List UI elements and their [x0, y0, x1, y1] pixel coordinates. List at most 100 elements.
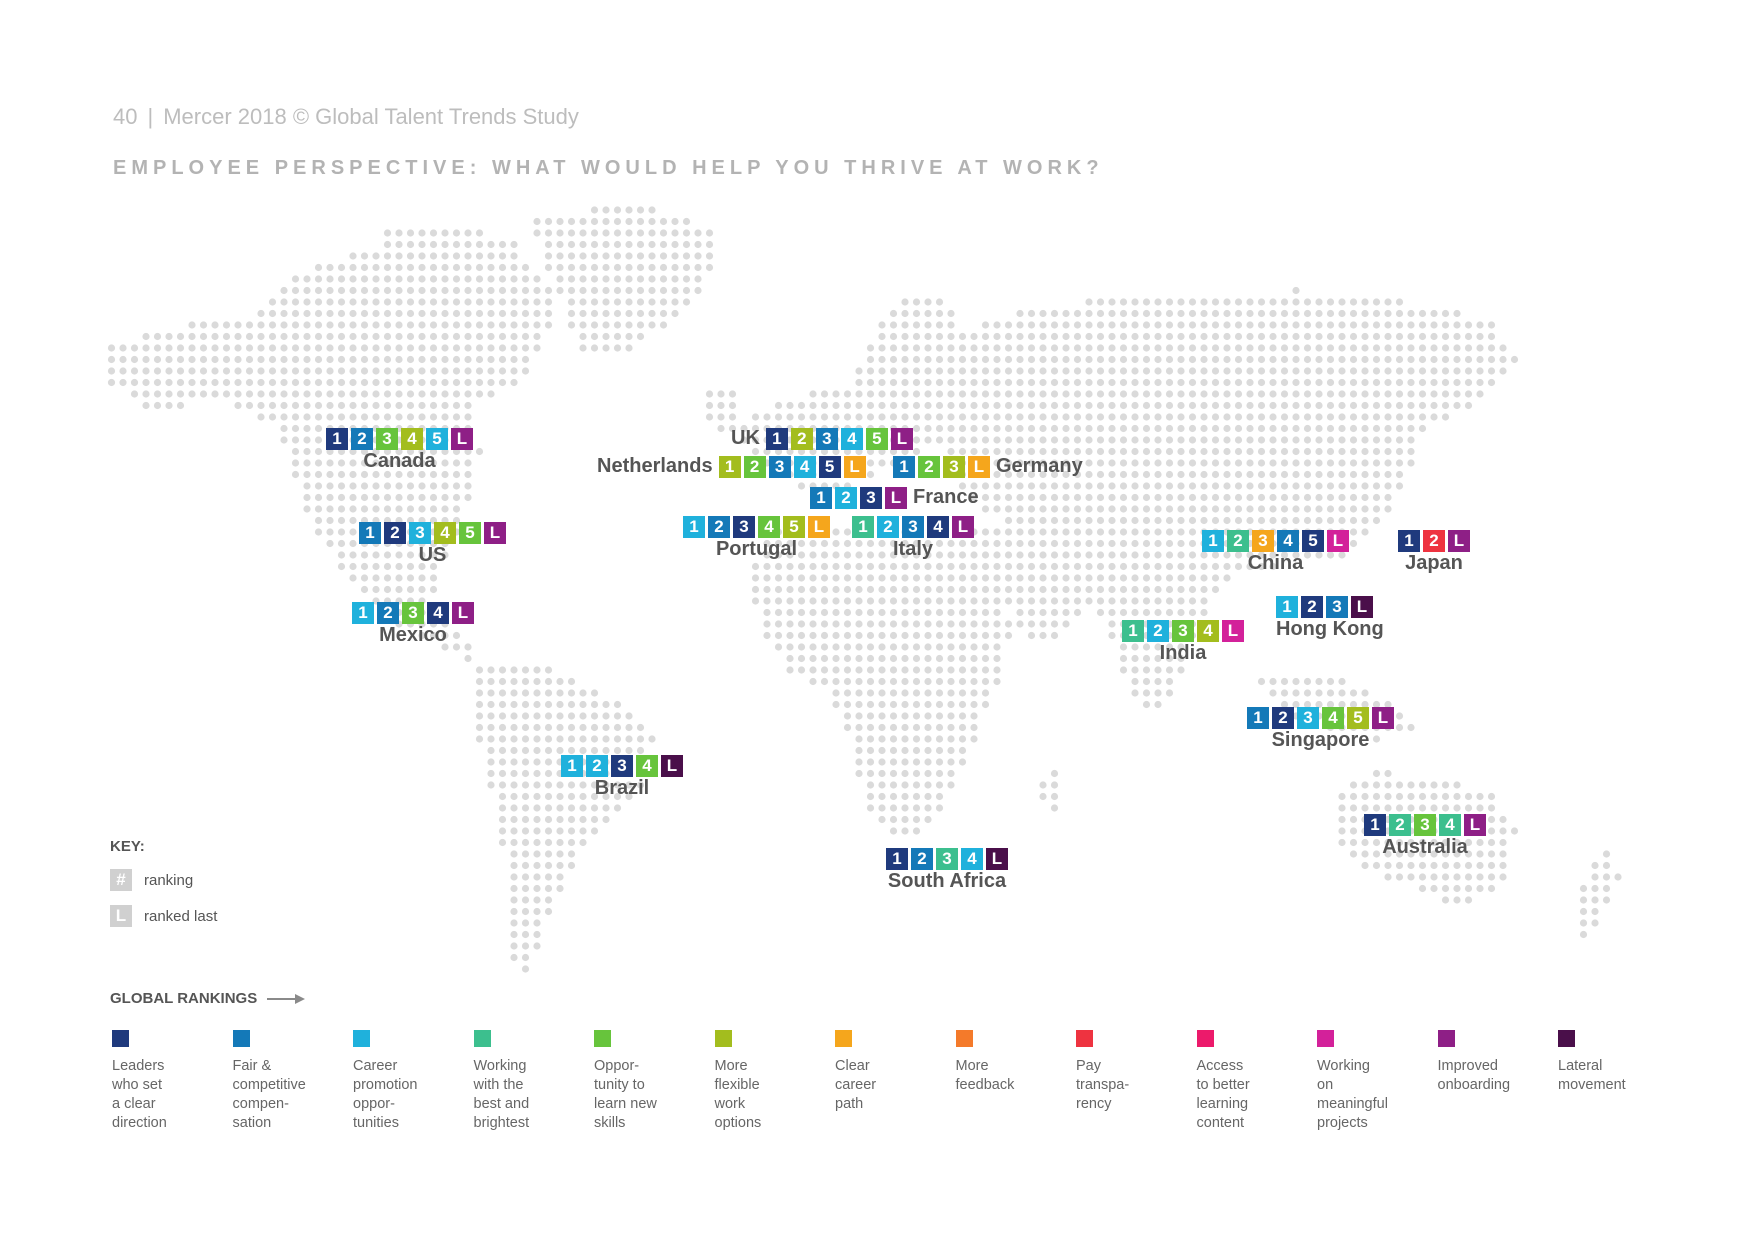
- ranking-badge: 3: [733, 516, 755, 538]
- ranking-badge: 5: [459, 522, 481, 544]
- ranking-badge: 1: [852, 516, 874, 538]
- legend-item: Improved onboarding: [1437, 1030, 1538, 1095]
- ranking-badge: 1: [893, 455, 915, 478]
- legend-label: Improved onboarding: [1437, 1058, 1511, 1093]
- country-marker-italy: 1 2 3 4 L Italy: [852, 516, 974, 561]
- key-title: KEY:: [110, 838, 145, 855]
- legend-label: Working with the best and brightest: [473, 1058, 530, 1131]
- ranking-badge: L: [451, 428, 473, 450]
- country-name: Singapore: [1271, 729, 1370, 751]
- ranking-badge: 4: [840, 427, 863, 450]
- ranking-badge: 1: [1247, 707, 1269, 729]
- ranking-badge: 4: [758, 516, 780, 538]
- ranking-badge: 3: [1326, 596, 1348, 618]
- ranking-badge: L: [661, 755, 683, 777]
- ranking-badge: 3: [768, 455, 791, 478]
- ranking-badge: 2: [384, 522, 406, 544]
- country-marker-canada: 1 2 3 4 5 L Canada: [326, 428, 473, 473]
- ranking-badge: 1: [561, 755, 583, 777]
- legend-item: More flexible work options: [714, 1030, 815, 1133]
- country-marker-germany: 1 2 3 L Germany: [893, 455, 1083, 478]
- legend-label: Leaders who set a clear direction: [112, 1058, 167, 1131]
- ranking-badge: 1: [359, 522, 381, 544]
- legend-label: Pay transpa- rency: [1076, 1058, 1130, 1112]
- legend-label: More feedback: [955, 1058, 1015, 1093]
- ranking-badge: 5: [865, 427, 888, 450]
- ranking-badge: 2: [918, 455, 940, 478]
- legend-item: Working on meaningful projects: [1317, 1030, 1417, 1133]
- ranking-badge: 3: [402, 602, 424, 624]
- country-marker-singapore: 1 2 3 4 5 L Singapore: [1247, 707, 1394, 752]
- legend-item: Fair & competitive compen- sation: [232, 1030, 333, 1133]
- ranking-badge: L: [1372, 707, 1394, 729]
- ranking-badge: 2: [1227, 530, 1249, 552]
- header-separator: |: [147, 104, 154, 129]
- country-marker-japan: 1 2 L Japan: [1398, 530, 1470, 575]
- ranking-badge: 4: [1277, 530, 1299, 552]
- ranking-badge: L: [843, 455, 866, 478]
- source-text: Mercer 2018 © Global Talent Trends Study: [163, 104, 579, 129]
- legend-label: More flexible work options: [714, 1058, 762, 1131]
- legend-swatch: [835, 1030, 852, 1047]
- ranking-badge: 3: [1252, 530, 1274, 552]
- ranking-badge: 3: [943, 455, 965, 478]
- ranking-badge: 5: [426, 428, 448, 450]
- key-ranking-row: # ranking: [110, 869, 217, 891]
- legend-item: More feedback: [955, 1030, 1056, 1095]
- legend-swatch: [232, 1030, 250, 1047]
- ranking-badge: 2: [377, 602, 399, 624]
- ranking-badge: L: [1448, 530, 1470, 552]
- key-last-label: ranked last: [144, 907, 218, 925]
- ranking-badge: 4: [636, 755, 658, 777]
- ranking-badge: 4: [961, 848, 983, 870]
- legend-item: Lateral movement: [1558, 1030, 1658, 1095]
- legend-swatch: [1196, 1030, 1214, 1047]
- arrow-right-icon: [267, 993, 306, 1004]
- legend-swatch: [112, 1030, 129, 1047]
- ranking-badge: 5: [818, 455, 841, 478]
- legend-swatch: [1558, 1030, 1575, 1047]
- ranking-badge: 5: [1302, 530, 1324, 552]
- country-marker-us: 1 2 3 4 5 L US: [359, 522, 506, 567]
- ranking-badge: 2: [1301, 596, 1323, 618]
- ranking-badge: L: [484, 522, 506, 544]
- country-name: Italy: [892, 538, 934, 560]
- legend-swatch: [955, 1030, 973, 1047]
- legend-swatch: [594, 1030, 611, 1047]
- country-name: Mexico: [379, 624, 447, 646]
- country-name: US: [418, 544, 447, 566]
- country-name: Hong Kong: [1276, 618, 1384, 640]
- ranking-badge: L: [968, 455, 990, 478]
- legend-item: Pay transpa- rency: [1076, 1030, 1176, 1114]
- global-rankings-legend: Leaders who set a clear direction Fair & …: [112, 1030, 1712, 1140]
- ranking-badge: 2: [1389, 814, 1411, 836]
- ranking-badge: 1: [886, 848, 908, 870]
- ranking-badge: 3: [409, 522, 431, 544]
- ranking-badge: 1: [1364, 814, 1386, 836]
- key-ranking-swatch: #: [110, 869, 132, 891]
- country-name: Japan: [1405, 552, 1463, 574]
- ranking-badge: 3: [936, 848, 958, 870]
- ranking-badge: L: [1327, 530, 1349, 552]
- ranking-badge: 2: [586, 755, 608, 777]
- ranking-badge: 1: [1276, 596, 1298, 618]
- country-marker-france: 1 2 3 L France: [810, 486, 979, 509]
- legend-label: Lateral movement: [1558, 1058, 1626, 1093]
- ranking-badge: 3: [376, 428, 398, 450]
- ranking-badge: 1: [1398, 530, 1420, 552]
- country-name: UK: [731, 427, 760, 449]
- global-rankings-title: GLOBAL RANKINGS: [110, 990, 258, 1007]
- country-marker-portugal: 1 2 3 4 5 L Portugal: [683, 516, 830, 561]
- ranking-badge: 3: [1297, 707, 1319, 729]
- ranking-badge: 3: [902, 516, 924, 538]
- country-marker-china: 1 2 3 4 5 L China: [1202, 530, 1349, 575]
- legend-swatch: [1317, 1030, 1334, 1047]
